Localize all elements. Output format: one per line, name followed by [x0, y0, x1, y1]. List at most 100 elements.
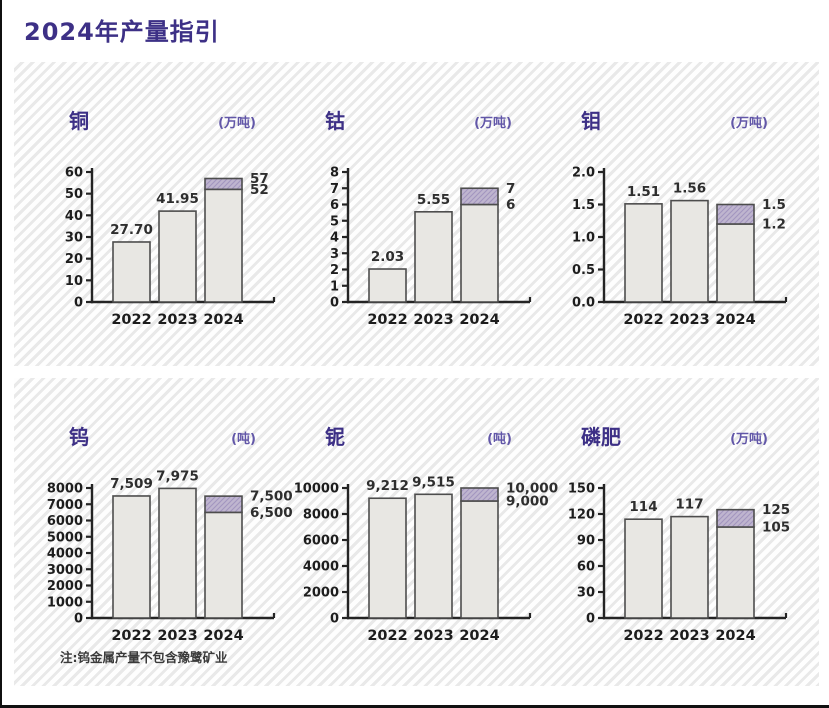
chart-unit: (万吨) [730, 431, 768, 447]
y-tick-label: 6000 [303, 534, 339, 549]
chart-unit: (吨) [231, 431, 256, 447]
bar-value-label: 2.03 [371, 249, 404, 265]
guidance-low-label: 52 [250, 182, 269, 198]
x-category-label: 2022 [367, 312, 407, 328]
chart-tungsten: 钨 (吨) 0 1000 2000 3000 4000 5000 6000 7000 8000 7,5… [44, 408, 293, 658]
y-tick-label: 40 [65, 209, 83, 224]
guidance-band-hatch [717, 509, 754, 527]
x-category-label: 2023 [157, 312, 197, 328]
guidance-band-hatch [205, 496, 242, 513]
x-category-label: 2024 [459, 628, 499, 644]
bar-2022 [112, 495, 151, 619]
guidance-high-label: 57 [250, 171, 269, 187]
guidance-low-label: 9,000 [506, 494, 549, 510]
y-tick-label: 6 [330, 198, 339, 213]
chart-niobium: 铌 (吨) 0 2000 4000 6000 8000 10000 9,212 2022 9,515… [294, 408, 558, 658]
bar-2022 [624, 518, 663, 619]
chart-canvas: 钼 (万吨) 0.0 0.5 1.0 1.5 2.0 1.51 2022 1.56 2023 1.5 1… [572, 109, 788, 328]
bar-2022 [624, 203, 663, 303]
guidance-low-label: 6 [506, 197, 515, 213]
x-category-label: 2022 [367, 628, 407, 644]
bar-2023 [414, 493, 453, 619]
bar-value-label: 7,975 [156, 468, 199, 484]
bar-value-label: 9,515 [412, 474, 455, 490]
y-tick-label: 90 [577, 534, 595, 549]
bar-2024-base [204, 188, 243, 303]
bar-value-label: 9,212 [366, 478, 409, 494]
guidance-high-label: 7 [506, 181, 515, 197]
chart-title: 钼 [581, 109, 601, 133]
bar-value-label: 7,509 [110, 476, 153, 492]
bar-2023 [414, 211, 453, 303]
y-tick-label: 10000 [294, 482, 339, 497]
y-tick-label: 2000 [303, 586, 339, 601]
y-tick-label: 0 [330, 612, 339, 627]
charts-panel-bottom: 钨 (吨) 0 1000 2000 3000 4000 5000 6000 7000 8000 7,5… [14, 378, 819, 686]
y-tick-label: 60 [65, 166, 83, 181]
x-category-label: 2024 [203, 628, 243, 644]
y-tick-label: 120 [568, 508, 595, 523]
x-category-label: 2022 [623, 312, 663, 328]
y-tick-label: 1000 [47, 595, 83, 610]
chart-title: 钴 [325, 109, 345, 133]
chart-unit: (吨) [487, 431, 512, 447]
bar-2024-base [460, 203, 499, 303]
y-tick-label: 30 [65, 231, 83, 246]
bar-2022 [368, 268, 407, 303]
y-tick-label: 5000 [47, 530, 83, 545]
y-tick-label: 50 [65, 187, 83, 202]
chart-unit: (万吨) [218, 115, 256, 131]
guidance-band-outline [716, 508, 755, 528]
y-tick-label: 0 [74, 612, 83, 627]
guidance-low-label: 6,500 [250, 505, 293, 521]
guidance-band-hatch [461, 488, 498, 501]
y-tick-label: 1.5 [572, 198, 595, 213]
chart-unit: (万吨) [474, 115, 512, 131]
x-category-label: 2024 [715, 312, 755, 328]
chart-phosphate: 磷肥 (万吨) 0 30 60 90 120 150 114 2022 117 2023 125 105 2… [556, 408, 796, 658]
y-tick-label: 8 [330, 166, 339, 181]
y-tick-label: 20 [65, 252, 83, 267]
y-tick-label: 1.0 [572, 231, 595, 246]
bar-2024-base [204, 511, 243, 619]
y-tick-label: 4000 [303, 560, 339, 575]
guidance-high-label: 7,500 [250, 489, 293, 505]
y-tick-label: 2.0 [572, 166, 595, 181]
y-tick-label: 0 [586, 612, 595, 627]
y-tick-label: 1 [330, 279, 339, 294]
x-category-label: 2022 [111, 628, 151, 644]
chart-title: 铜 [69, 109, 89, 133]
guidance-band-outline [460, 487, 499, 502]
y-tick-label: 0 [74, 296, 83, 311]
bar-value-label: 5.55 [417, 192, 450, 208]
guidance-band-outline [460, 187, 499, 206]
guidance-low-label: 105 [762, 520, 790, 536]
chart-title: 铌 [325, 425, 345, 449]
y-tick-label: 30 [577, 586, 595, 601]
y-tick-label: 8000 [47, 482, 83, 497]
x-category-label: 2024 [459, 312, 499, 328]
y-tick-label: 5 [330, 214, 339, 229]
x-category-label: 2022 [111, 312, 151, 328]
chart-canvas: 铌 (吨) 0 2000 4000 6000 8000 10000 9,212 2022 9,515… [294, 425, 558, 644]
guidance-band-outline [716, 203, 755, 225]
guidance-band-hatch [717, 204, 754, 224]
y-tick-label: 0.0 [572, 296, 595, 311]
y-tick-label: 0.5 [572, 263, 595, 278]
y-tick-label: 60 [577, 560, 595, 575]
y-tick-label: 7 [330, 182, 339, 197]
y-tick-label: 150 [568, 482, 595, 497]
charts-panel-top: 铜 (万吨) 0 10 20 30 40 50 60 27.70 2022 41.95 2023 57 52… [14, 62, 819, 366]
chart-canvas: 磷肥 (万吨) 0 30 60 90 120 150 114 2022 117 2023 125 105 2… [568, 425, 790, 644]
chart-molybdenum: 钼 (万吨) 0.0 0.5 1.0 1.5 2.0 1.51 2022 1.56 2023 1.5 1… [556, 92, 796, 342]
y-tick-label: 7000 [47, 498, 83, 513]
guidance-low-label: 1.2 [762, 217, 786, 233]
guidance-high-label: 1.5 [762, 197, 786, 213]
footnote: 注:钨金属产量不包含豫鹭矿业 [60, 650, 228, 665]
x-category-label: 2022 [623, 628, 663, 644]
bar-value-label: 117 [675, 497, 703, 513]
y-tick-label: 4 [330, 231, 339, 246]
bar-2022 [112, 241, 151, 303]
